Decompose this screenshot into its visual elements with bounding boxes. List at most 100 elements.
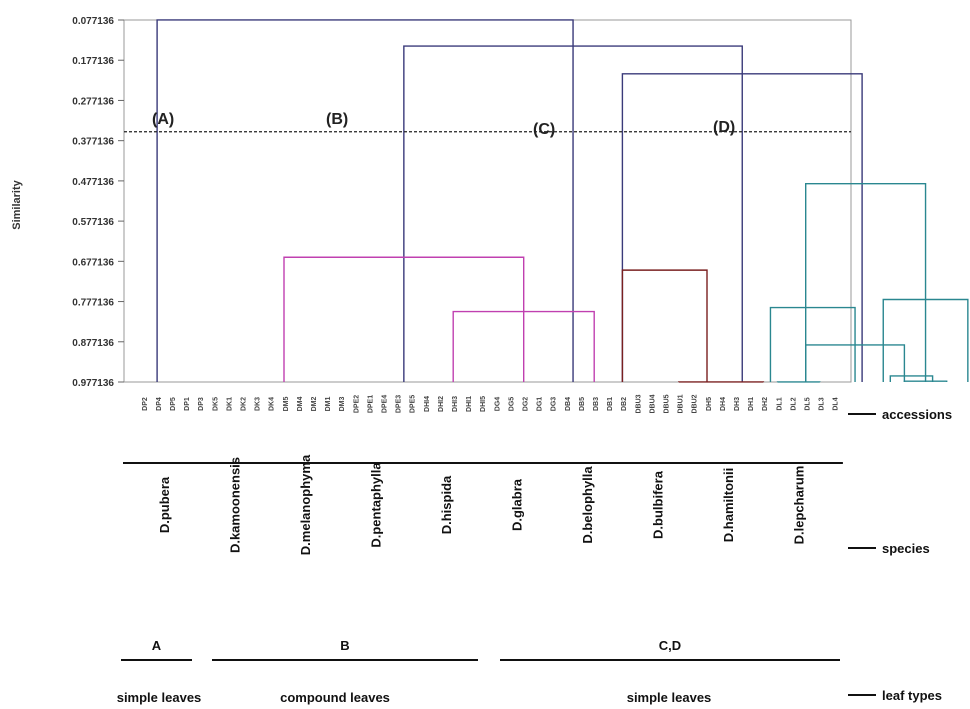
leaf-type-label: simple leaves bbox=[117, 690, 202, 705]
dendrogram-link bbox=[805, 344, 906, 382]
dendrogram-branches bbox=[156, 19, 969, 383]
accession-label: DK5 bbox=[212, 397, 219, 411]
dendrogram-link bbox=[403, 45, 743, 382]
accession-label: DP1 bbox=[184, 397, 191, 411]
accession-label: DG2 bbox=[523, 397, 530, 412]
accession-label: DHI4 bbox=[424, 396, 431, 412]
species-label: D.glabra bbox=[510, 478, 525, 531]
cluster-label-a: (A) bbox=[152, 111, 174, 128]
dendrogram-link bbox=[621, 269, 708, 382]
y-tick-label: 0.277136 bbox=[72, 96, 114, 107]
group-label: A bbox=[152, 638, 162, 653]
dendrogram-link bbox=[283, 256, 525, 382]
accession-label: DBU2 bbox=[692, 394, 699, 413]
accession-label: DH5 bbox=[706, 397, 713, 411]
y-tick-label: 0.477136 bbox=[72, 177, 114, 188]
leaf-type-label: compound leaves bbox=[280, 690, 390, 705]
legend-accessions: accessions bbox=[882, 407, 952, 422]
accession-label: DK4 bbox=[269, 397, 276, 411]
accession-labels: DP2 DP4 DP5 DP1 DP3 DK5 DK1 DK2 DK3 DK4 DM5 DM4 DM2 D… bbox=[142, 394, 840, 413]
y-axis: 0.077136 0.177136 0.277136 0.377136 0.477136… bbox=[72, 16, 124, 389]
accession-label: DL1 bbox=[776, 397, 783, 410]
species-label: D.pentaphylla bbox=[369, 462, 384, 548]
accession-label: DH4 bbox=[720, 397, 727, 411]
group-row: A B C,D bbox=[121, 638, 840, 661]
dendrogram-link bbox=[621, 73, 863, 382]
leaf-type-label: simple leaves bbox=[627, 690, 712, 705]
accession-label: DBU4 bbox=[649, 394, 656, 413]
group-label: C,D bbox=[659, 638, 681, 653]
accession-label: DG4 bbox=[494, 397, 501, 412]
accession-label: DG5 bbox=[508, 397, 515, 412]
y-tick-label: 0.177136 bbox=[72, 56, 114, 67]
accession-label: DH1 bbox=[748, 397, 755, 411]
accession-label: DHI2 bbox=[438, 396, 445, 412]
species-label: D.bulbifera bbox=[651, 470, 666, 539]
y-tick-label: 0.877136 bbox=[72, 338, 114, 349]
accession-label: DHI1 bbox=[466, 396, 473, 412]
dendrogram-link bbox=[452, 310, 595, 382]
species-label: D.hispida bbox=[439, 475, 454, 534]
group-label: B bbox=[340, 638, 349, 653]
accession-label: DPE3 bbox=[396, 395, 403, 413]
y-tick-label: 0.577136 bbox=[72, 217, 114, 228]
leaf-type-row: simple leaves compound leaves simple leave… bbox=[117, 690, 712, 705]
accession-label: DBU3 bbox=[635, 394, 642, 413]
y-axis-label: Similarity bbox=[11, 179, 23, 229]
accession-label: DG3 bbox=[551, 397, 558, 412]
species-row: D.pubera D.kamoonensis D.melanophyma D.pent… bbox=[123, 454, 843, 555]
accession-label: DB1 bbox=[607, 397, 614, 411]
cluster-label-b: (B) bbox=[326, 111, 348, 128]
dendrogram-link bbox=[903, 380, 948, 382]
dendrogram-link bbox=[156, 19, 574, 382]
accession-label: DM5 bbox=[283, 397, 290, 412]
accession-label: DPE2 bbox=[353, 395, 360, 413]
accession-label: DBU1 bbox=[678, 394, 685, 413]
accession-label: DM2 bbox=[311, 397, 318, 412]
species-label: D.kamoonensis bbox=[228, 457, 243, 553]
legend-leaf-types: leaf types bbox=[882, 688, 942, 703]
dendrogram-link bbox=[882, 298, 969, 382]
dendrogram-link bbox=[889, 375, 934, 382]
accession-label: DPE5 bbox=[410, 395, 417, 413]
accession-label: DH2 bbox=[762, 397, 769, 411]
y-tick-label: 0.977136 bbox=[72, 378, 114, 389]
accession-label: DL2 bbox=[790, 397, 797, 410]
species-label: D.pubera bbox=[157, 476, 172, 533]
accession-label: DH3 bbox=[734, 397, 741, 411]
y-tick-label: 0.677136 bbox=[72, 257, 114, 268]
accession-label: DPE1 bbox=[367, 395, 374, 413]
accession-label: DL4 bbox=[833, 397, 840, 410]
species-label: D.hamiltonii bbox=[721, 468, 736, 542]
accession-label: DP4 bbox=[156, 397, 163, 411]
accession-label: DK3 bbox=[255, 397, 262, 411]
accession-label: DM4 bbox=[297, 397, 304, 412]
cluster-label-c: (C) bbox=[533, 121, 555, 138]
y-tick-label: 0.777136 bbox=[72, 298, 114, 309]
accession-label: DB4 bbox=[565, 397, 572, 411]
dendrogram-link bbox=[805, 182, 927, 382]
accession-label: DHI5 bbox=[480, 396, 487, 412]
accession-label: DM1 bbox=[325, 397, 332, 412]
accession-label: DB3 bbox=[593, 397, 600, 411]
accession-label: DP2 bbox=[142, 397, 149, 411]
accession-label: DPE4 bbox=[382, 395, 389, 413]
species-label: D.lepcharum bbox=[792, 466, 807, 545]
accession-label: DK1 bbox=[226, 397, 233, 411]
species-label: D.melanophyma bbox=[298, 454, 313, 555]
accession-label: DM3 bbox=[339, 397, 346, 412]
legend-species: species bbox=[882, 541, 930, 556]
accession-label: DP5 bbox=[170, 397, 177, 411]
accession-label: DB5 bbox=[579, 397, 586, 411]
y-tick-label: 0.077136 bbox=[72, 16, 114, 27]
species-label: D.belophylla bbox=[580, 466, 595, 544]
y-tick-label: 0.377136 bbox=[72, 137, 114, 148]
accession-label: DP3 bbox=[198, 397, 205, 411]
accession-label: DL3 bbox=[819, 397, 826, 410]
accession-label: DBU5 bbox=[664, 394, 671, 413]
accession-label: DHI3 bbox=[452, 396, 459, 412]
cluster-label-d: (D) bbox=[713, 119, 735, 136]
accession-label: DG1 bbox=[537, 397, 544, 412]
accession-label: DL5 bbox=[805, 397, 812, 410]
